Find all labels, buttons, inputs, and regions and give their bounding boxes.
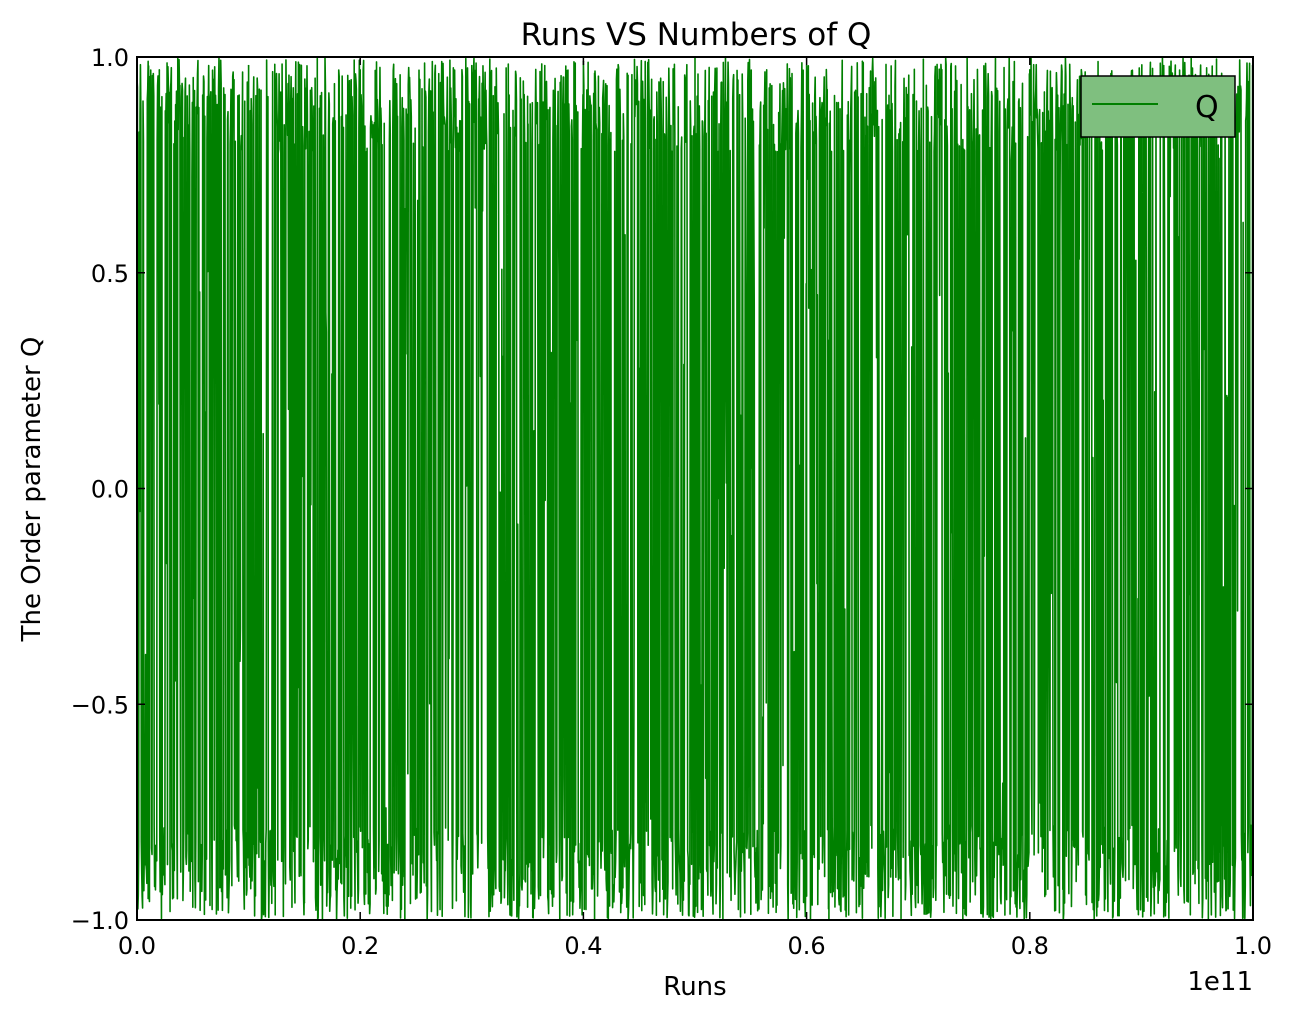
series-q-path xyxy=(136,56,1254,921)
series-q-point xyxy=(861,60,864,63)
y-tick-label: 0.0 xyxy=(91,476,129,504)
chart-title: Runs VS Numbers of Q xyxy=(521,17,872,53)
series-q-point xyxy=(247,64,250,67)
series-q-point xyxy=(147,897,149,900)
legend-label-q: Q xyxy=(1195,90,1219,125)
y-tick-label: −0.5 xyxy=(71,691,129,719)
x-tick-label: 0.0 xyxy=(118,932,156,960)
series-q-point xyxy=(917,901,919,904)
y-tick-label: 0.5 xyxy=(91,260,129,288)
series-q-point xyxy=(526,906,529,908)
x-tick-label: 0.2 xyxy=(341,932,379,960)
x-tick-label: 0.8 xyxy=(1011,932,1049,960)
series-q-point xyxy=(805,64,808,67)
x-tick-label: 1.0 xyxy=(1234,932,1272,960)
series-q-point xyxy=(192,906,194,908)
x-axis-ticks: 0.0 0.2 0.4 0.6 0.8 1.0 xyxy=(118,57,1272,960)
series-q-point xyxy=(750,910,752,913)
x-tick-label: 0.4 xyxy=(564,932,602,960)
series-q-point xyxy=(158,69,161,71)
x-tick-label: 0.6 xyxy=(788,932,826,960)
x-axis-label: Runs xyxy=(663,972,726,1002)
y-axis-ticks: −1.0 −0.5 0.0 0.5 1.0 xyxy=(71,44,1253,935)
y-tick-label: 1.0 xyxy=(91,44,129,72)
y-axis-label: The Order parameter Q xyxy=(17,337,47,643)
series-q-point xyxy=(1162,64,1165,67)
series-q-point xyxy=(1029,69,1031,71)
x-axis-offset-label: 1e11 xyxy=(1187,967,1253,997)
series-q-point xyxy=(1118,914,1120,917)
legend: Q xyxy=(1080,75,1236,138)
series-q-point xyxy=(471,64,473,67)
y-tick-label: −1.0 xyxy=(71,907,129,935)
series-q-line xyxy=(136,56,1254,921)
series-q-point xyxy=(303,901,306,904)
legend-box xyxy=(1080,75,1236,138)
series-q-point xyxy=(359,69,362,71)
